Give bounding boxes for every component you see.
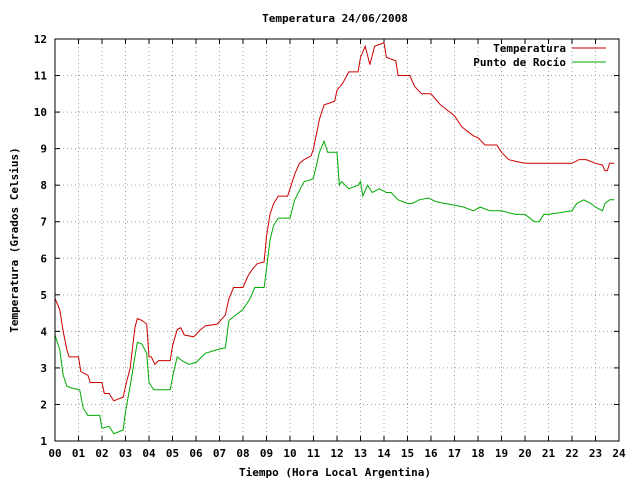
legend-label-temperatura: Temperatura [493,42,566,55]
x-tick-label: 16 [424,447,438,460]
x-tick-label: 14 [377,447,391,460]
x-tick-label: 11 [307,447,321,460]
y-tick-label: 11 [34,70,48,83]
x-tick-label: 15 [401,447,414,460]
x-tick-label: 19 [495,447,508,460]
x-tick-label: 23 [589,447,602,460]
x-tick-label: 01 [72,447,86,460]
series-line-punto-de-rocio [54,139,615,435]
x-tick-label: 21 [542,447,556,460]
plot-frame [54,38,620,442]
axis-ticks: 00 01 02 03 04 05 06 07 08 09 10 11 12 13 14 15 16 17 18 19… [34,33,626,460]
x-tick-label: 08 [236,447,249,460]
x-tick-label: 07 [213,447,226,460]
y-tick-label: 9 [40,143,47,156]
x-tick-label: 03 [119,447,132,460]
grid-lines [55,39,619,441]
y-axis-label: Temperatura (Grados Celsius) [8,147,21,332]
x-tick-label: 18 [471,447,484,460]
y-tick-label: 6 [40,252,47,265]
series-lines [54,42,615,435]
x-tick-label: 17 [448,447,461,460]
legend-label-punto-de-rocio: Punto de Rocío [473,56,566,69]
x-tick-label: 20 [518,447,531,460]
x-tick-label: 09 [260,447,273,460]
x-tick-label: 02 [95,447,108,460]
series-line-temperatura [54,42,615,402]
x-tick-label: 24 [612,447,626,460]
chart-title: Temperatura 24/06/2008 [262,12,408,25]
x-tick-label: 04 [142,447,156,460]
y-tick-label: 7 [40,216,47,229]
y-tick-label: 10 [34,106,47,119]
x-axis-label: Tiempo (Hora Local Argentina) [239,466,431,479]
y-tick-label: 12 [34,33,47,46]
y-tick-label: 3 [40,362,47,375]
x-tick-label: 05 [166,447,179,460]
x-tick-label: 12 [330,447,343,460]
legend: Temperatura Punto de Rocío [473,42,606,69]
x-tick-label: 22 [565,447,578,460]
y-tick-label: 5 [40,289,47,302]
y-tick-label: 8 [40,179,47,192]
y-tick-label: 2 [40,398,47,411]
y-tick-label: 4 [40,325,47,338]
x-tick-label: 06 [189,447,203,460]
x-tick-label: 13 [354,447,367,460]
x-tick-label: 10 [283,447,296,460]
x-tick-label: 00 [48,447,61,460]
y-tick-label: 1 [40,435,47,448]
